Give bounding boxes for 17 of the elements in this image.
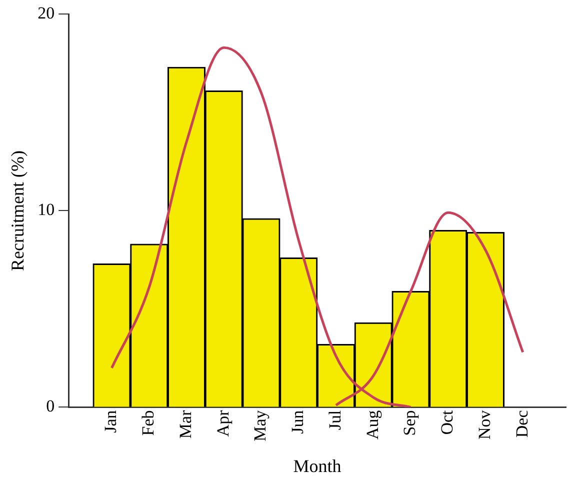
x-tick-label: Jul	[325, 410, 344, 430]
x-axis-title: Month	[293, 456, 342, 476]
x-tick-label: Mar	[176, 410, 195, 439]
x-tick-label: Jan	[101, 410, 120, 433]
x-tick-label: Dec	[512, 410, 532, 438]
y-tick-label: 20	[38, 4, 55, 23]
y-tick-label: 0	[46, 396, 55, 416]
x-tick-label: Feb	[138, 410, 158, 436]
x-tick-label: May	[250, 410, 270, 442]
x-tick-label: Nov	[474, 410, 494, 440]
y-axis-title: Recruitment (%)	[8, 150, 28, 271]
y-tick-label: 10	[38, 200, 55, 220]
x-tick-label: Apr	[213, 410, 232, 437]
x-tick-label: Aug	[362, 410, 382, 440]
x-tick-label: Oct	[438, 410, 457, 435]
x-tick-label: Sep	[400, 410, 420, 436]
x-tick-label: Jun	[288, 410, 308, 434]
